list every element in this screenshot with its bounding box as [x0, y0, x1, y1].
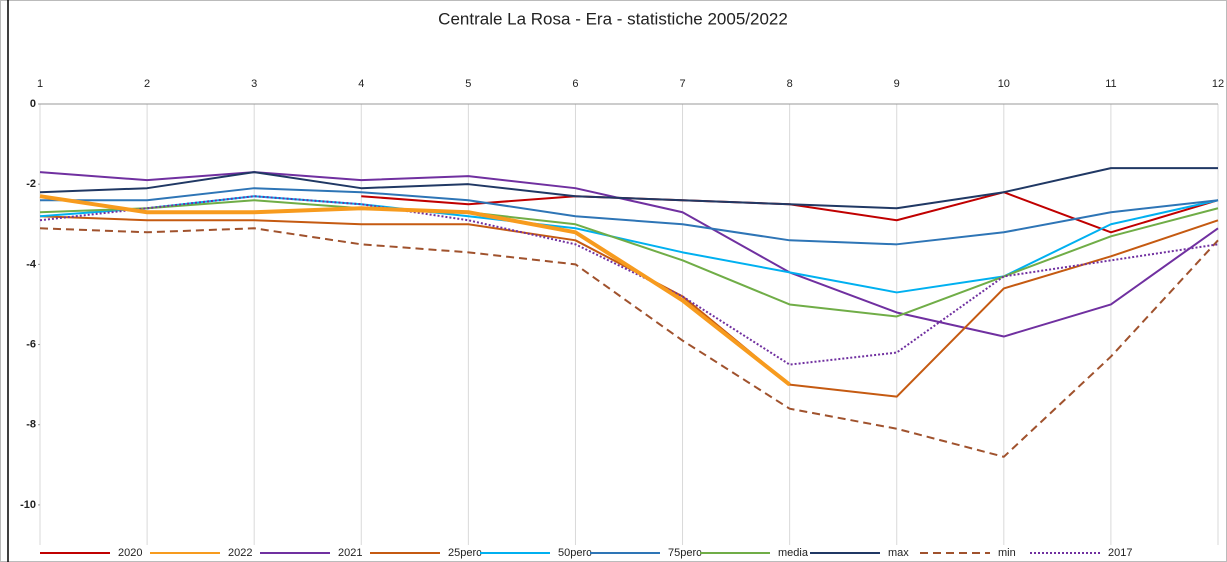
legend-label: min — [998, 547, 1016, 559]
x-tick-label: 1 — [37, 78, 43, 90]
y-tick-label: -6 — [26, 338, 36, 350]
legend-label: 2022 — [228, 547, 252, 559]
chart-title: Centrale La Rosa - Era - statistiche 200… — [438, 9, 788, 28]
series-line — [40, 187, 1219, 246]
x-tick-label: 10 — [998, 78, 1010, 90]
legend-label: media — [778, 547, 809, 559]
legend-label: 2017 — [1108, 547, 1132, 559]
series-line — [39, 199, 1219, 318]
x-tick-label: 3 — [251, 78, 257, 90]
y-tick-label: -2 — [26, 178, 36, 190]
series-line — [39, 195, 1219, 366]
x-tick-label: 5 — [465, 78, 471, 90]
x-tick-label: 8 — [787, 78, 793, 90]
legend-label: 2021 — [338, 547, 362, 559]
legend-label: 75perc — [668, 547, 702, 559]
x-tick-label: 9 — [894, 78, 900, 90]
x-tick-label: 6 — [572, 78, 578, 90]
x-tick-label: 4 — [358, 78, 364, 90]
y-tick-label: -4 — [26, 258, 37, 270]
legend-label: 25perc — [448, 547, 482, 559]
legend-label: 50perc — [558, 547, 592, 559]
series-line — [39, 227, 1219, 458]
y-tick-label: -10 — [20, 499, 36, 511]
legend-label: max — [888, 547, 909, 559]
x-tick-label: 7 — [679, 78, 685, 90]
series-line — [39, 194, 791, 387]
x-tick-label: 2 — [144, 78, 150, 90]
series-line — [39, 167, 1218, 210]
series-line — [39, 171, 1219, 338]
legend-label: 2020 — [118, 547, 142, 559]
x-tick-label: 11 — [1105, 78, 1116, 90]
y-tick-label: 0 — [30, 98, 36, 110]
y-tick-label: -8 — [26, 419, 36, 431]
x-tick-label: 12 — [1212, 78, 1224, 90]
